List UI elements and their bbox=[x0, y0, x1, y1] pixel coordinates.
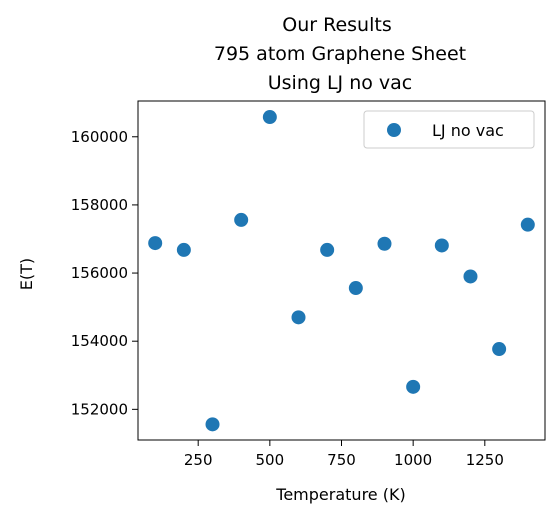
legend-box bbox=[363, 110, 535, 149]
y-tick-label: 154000 bbox=[71, 332, 128, 350]
data-point bbox=[148, 236, 163, 251]
legend-label: LJ no vac bbox=[432, 121, 504, 140]
legend-marker bbox=[387, 123, 401, 137]
x-tick-label: 250 bbox=[184, 451, 213, 469]
title-line-1: Our Results bbox=[282, 14, 391, 36]
y-tick-label: 160000 bbox=[71, 128, 128, 146]
data-point bbox=[205, 417, 220, 432]
data-point bbox=[492, 342, 507, 357]
data-point bbox=[406, 379, 421, 394]
y-tick-label: 158000 bbox=[71, 196, 128, 214]
chart-title: Our Results 795 atom Graphene Sheet Usin… bbox=[214, 14, 466, 94]
x-axis-label: Temperature (K) bbox=[275, 485, 405, 504]
data-point bbox=[176, 242, 191, 257]
data-point bbox=[320, 242, 335, 257]
data-point bbox=[262, 110, 277, 125]
x-tick-label: 750 bbox=[327, 451, 356, 469]
data-point bbox=[377, 236, 392, 251]
y-axis-label: E(T) bbox=[17, 258, 36, 290]
data-point bbox=[520, 217, 535, 232]
data-point bbox=[291, 310, 306, 325]
data-points bbox=[148, 110, 535, 432]
x-tick-label: 500 bbox=[256, 451, 285, 469]
plot-frame bbox=[137, 100, 546, 441]
title-line-2: 795 atom Graphene Sheet bbox=[214, 43, 466, 65]
x-tick-label: 1250 bbox=[466, 451, 504, 469]
y-tick-label: 152000 bbox=[71, 400, 128, 418]
data-point bbox=[463, 269, 478, 284]
x-tick-label: 1000 bbox=[394, 451, 432, 469]
x-axis-ticks: 250 500 750 1000 1250 bbox=[184, 440, 504, 469]
legend: LJ no vac bbox=[363, 110, 535, 149]
data-point bbox=[348, 281, 363, 296]
data-point bbox=[234, 212, 249, 227]
data-point bbox=[434, 238, 449, 253]
y-tick-label: 156000 bbox=[71, 264, 128, 282]
title-line-3: Using LJ no vac bbox=[268, 72, 413, 94]
y-axis-ticks: 152000 154000 156000 158000 160000 bbox=[71, 128, 138, 418]
